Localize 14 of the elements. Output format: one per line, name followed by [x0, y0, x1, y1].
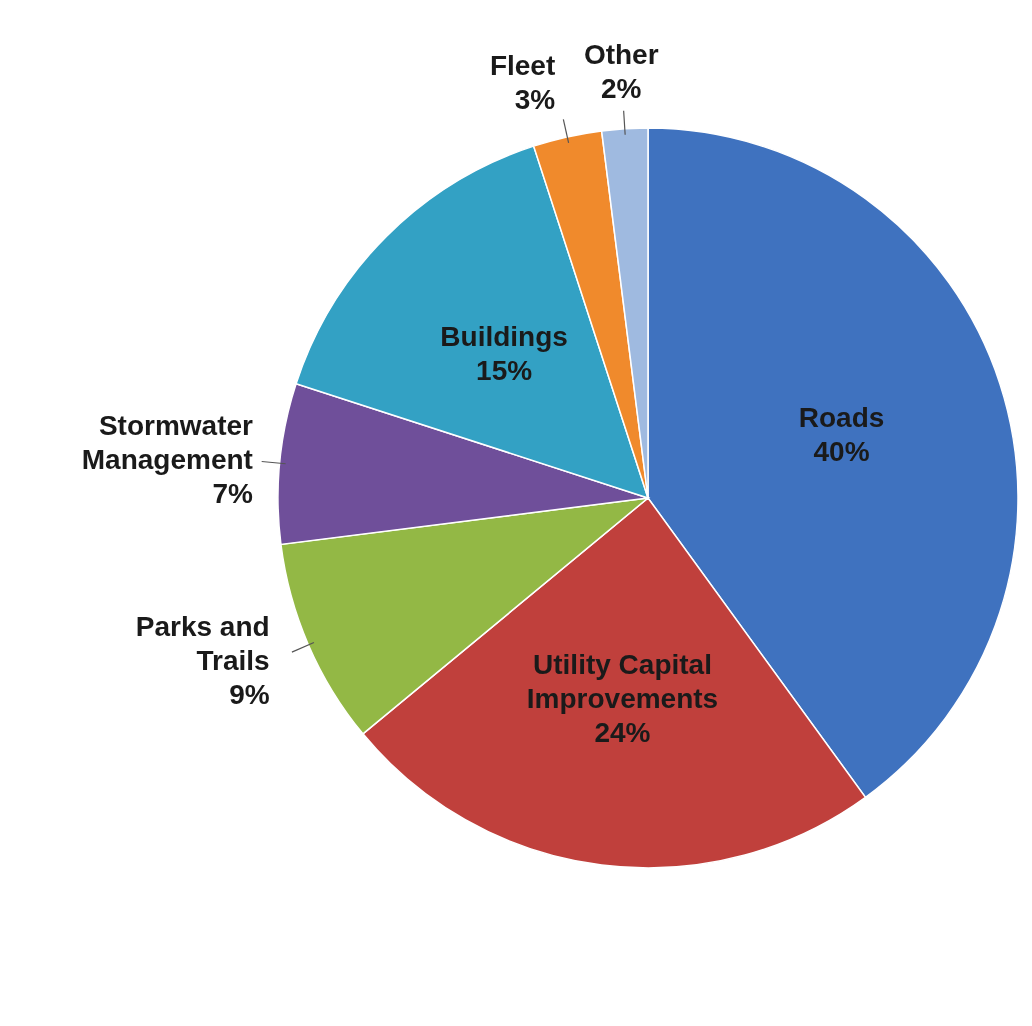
data-label: 7%: [212, 478, 254, 510]
slice-label: Other: [583, 39, 659, 71]
data-label: 9%: [229, 679, 270, 711]
slice-label: Parks and Trails: [135, 611, 270, 677]
data-label: 2%: [601, 73, 642, 105]
data-label: 15%: [476, 354, 533, 386]
slice-label: Stormwater Management: [81, 410, 254, 476]
slice-label: Buildings: [440, 320, 568, 352]
slice-label: Fleet: [489, 49, 556, 81]
data-label: 3%: [514, 83, 556, 115]
data-label: 24%: [594, 717, 651, 749]
data-label: 40%: [813, 435, 870, 467]
slice-label: Roads: [798, 401, 885, 433]
slice-label: Utility Capital Improvements: [526, 649, 719, 715]
